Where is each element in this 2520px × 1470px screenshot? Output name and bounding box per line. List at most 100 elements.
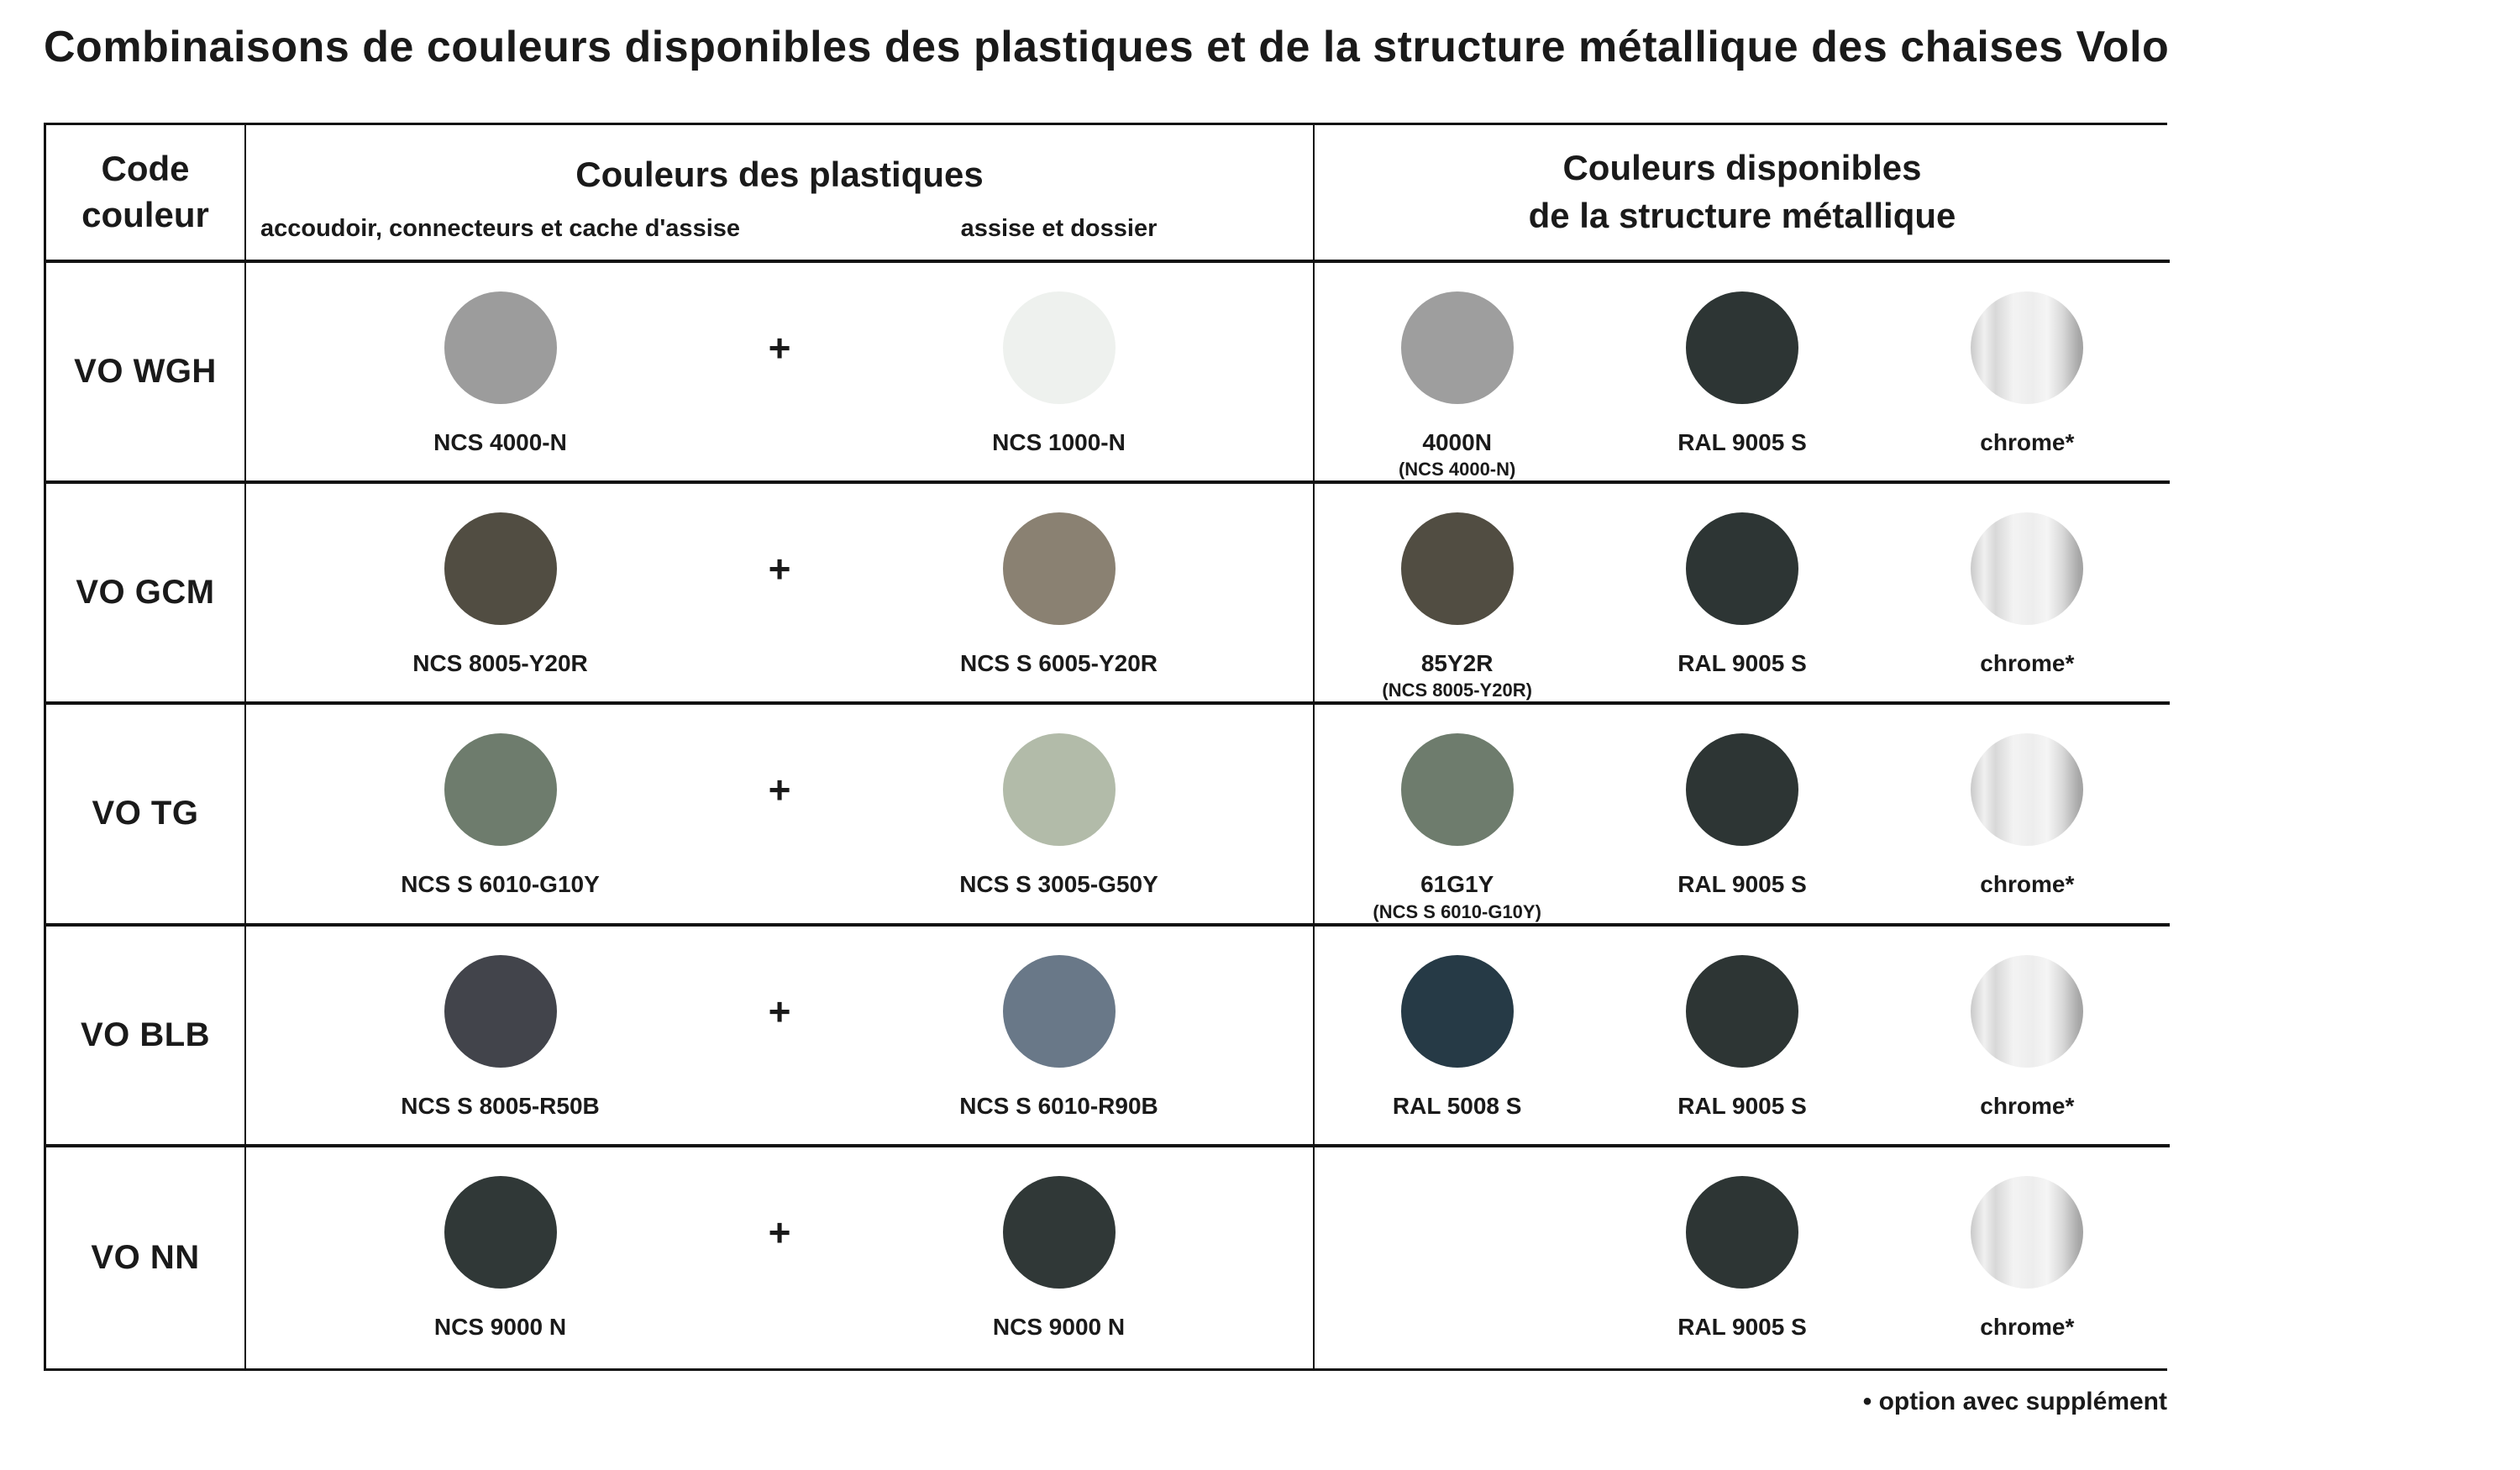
chrome-swatch (1971, 733, 2084, 847)
swatch-label: NCS 4000-N (433, 429, 567, 455)
row-code: VO TG (46, 705, 246, 927)
color-swatch (1002, 1175, 1116, 1289)
metal-slot: 61G1Y (NCS S 6010-G10Y) (1315, 705, 1599, 922)
swatch-label: RAL 9005 S (1677, 429, 1807, 455)
swatch-label: NCS S 6010-R90B (959, 1092, 1158, 1119)
row-plastics: NCS S 6010-G10Y + NCS S 3005-G50Y (246, 705, 1315, 927)
color-swatch (444, 291, 557, 404)
color-swatch (1002, 291, 1116, 404)
swatch-label: RAL 9005 S (1677, 650, 1807, 677)
metal-slot: RAL 9005 S (1599, 927, 1884, 1144)
row-metal: RAL 9005 S chrome* (1315, 1147, 2170, 1368)
color-swatch (1685, 733, 1798, 847)
swatch-label: 4000N (1422, 429, 1492, 455)
plastic-swatch-2: NCS 9000 N (805, 1147, 1313, 1368)
row-code: VO GCM (46, 484, 246, 706)
plus-sign: + (768, 1210, 791, 1254)
swatch-label: 61G1Y (1420, 871, 1494, 898)
plus-sign: + (768, 768, 791, 812)
swatch-label: chrome* (1980, 1313, 2075, 1340)
metal-slot: RAL 9005 S (1599, 1147, 1884, 1368)
plastic-swatch-1: NCS S 8005-R50B (246, 927, 754, 1144)
color-swatch (1002, 954, 1116, 1068)
footnote-option-supplement: • option avec supplément (1862, 1388, 2167, 1415)
swatch-label: NCS S 6010-G10Y (401, 871, 600, 898)
swatch-label: NCS 9000 N (433, 1313, 567, 1340)
swatch-label: NCS 9000 N (992, 1313, 1126, 1340)
metal-slot: RAL 9005 S (1599, 705, 1884, 922)
swatch-label: RAL 9005 S (1677, 1313, 1807, 1340)
header-metal-structure: Couleurs disponibles de la structure mét… (1315, 125, 2170, 263)
swatch-label: chrome* (1980, 429, 2075, 455)
row-code: VO NN (46, 1147, 246, 1368)
plastic-swatch-1: NCS 8005-Y20R (246, 484, 754, 701)
row-plastics: NCS 8005-Y20R + NCS S 6005-Y20R (246, 484, 1315, 706)
row-plastics: NCS 9000 N + NCS 9000 N (246, 1147, 1315, 1368)
swatch-label: NCS 8005-Y20R (412, 650, 588, 677)
header-code-couleur: Code couleur (46, 125, 246, 263)
color-swatch (444, 1175, 557, 1289)
subheader-spacer (754, 215, 805, 243)
row-code: VO BLB (46, 926, 246, 1147)
color-swatch (1400, 291, 1514, 404)
metal-slot: RAL 5008 S (1315, 927, 1599, 1144)
plastic-swatch-2: NCS S 6005-Y20R (805, 484, 1313, 701)
color-swatch (444, 733, 557, 847)
swatch-label: RAL 9005 S (1677, 1092, 1807, 1119)
header-plastics: Couleurs des plastiques accoudoir, conne… (246, 125, 1315, 263)
row-code: VO WGH (46, 263, 246, 485)
chrome-swatch (1971, 291, 2084, 404)
swatch-sublabel: (NCS 4000-N) (1398, 459, 1516, 480)
plastic-swatch-1: NCS 4000-N (246, 263, 754, 480)
swatch-label: RAL 9005 S (1677, 871, 1807, 898)
plastic-swatch-2: NCS S 6010-R90B (805, 927, 1313, 1144)
swatch-label: NCS S 6005-Y20R (959, 650, 1158, 677)
plus-sign: + (768, 326, 791, 370)
plus-sign: + (768, 547, 791, 591)
swatch-label: RAL 5008 S (1392, 1092, 1522, 1119)
page-title: Combinaisons de couleurs disponibles des… (44, 23, 2170, 71)
metal-slot: chrome* (1885, 1147, 2170, 1368)
metal-slot: chrome* (1885, 705, 2170, 922)
color-combination-table: Code couleur Couleurs des plastiques acc… (44, 123, 2170, 1371)
metal-slot: chrome* (1885, 263, 2170, 480)
subheader-armrest-connectors: accoudoir, connecteurs et cache d'assise (260, 215, 741, 242)
color-swatch (1400, 954, 1514, 1068)
swatch-label: NCS S 3005-G50Y (959, 871, 1158, 898)
swatch-label: chrome* (1980, 650, 2075, 677)
metal-slot: RAL 9005 S (1599, 484, 1884, 701)
subheader-seat-back: assise et dossier (960, 215, 1158, 242)
color-swatch (1685, 512, 1798, 626)
swatch-label: 85Y2R (1420, 650, 1494, 677)
color-swatch (1685, 291, 1798, 404)
metal-slot: chrome* (1885, 927, 2170, 1144)
header-plastics-title: Couleurs des plastiques (575, 154, 984, 194)
plastic-swatch-2: NCS S 3005-G50Y (805, 705, 1313, 922)
swatch-label: chrome* (1980, 1092, 2075, 1119)
header-plastics-subheaders: accoudoir, connecteurs et cache d'assise… (246, 215, 1313, 260)
metal-slot: 85Y2R (NCS 8005-Y20R) (1315, 484, 1599, 701)
swatch-label: NCS 1000-N (992, 429, 1126, 455)
swatch-label: NCS S 8005-R50B (401, 1092, 600, 1119)
plastic-swatch-2: NCS 1000-N (805, 263, 1313, 480)
swatch-sublabel: (NCS S 6010-G10Y) (1373, 900, 1541, 922)
color-swatch (1400, 512, 1514, 626)
row-metal: 85Y2R (NCS 8005-Y20R) RAL 9005 S chrome* (1315, 484, 2170, 706)
plastic-swatch-1: NCS 9000 N (246, 1147, 754, 1368)
row-plastics: NCS 4000-N + NCS 1000-N (246, 263, 1315, 485)
swatch-label: chrome* (1980, 871, 2075, 898)
color-swatch (1685, 954, 1798, 1068)
color-swatch (444, 512, 557, 626)
color-swatch (444, 954, 557, 1068)
swatch-sublabel: (NCS 8005-Y20R) (1382, 680, 1532, 701)
metal-slot: RAL 9005 S (1599, 263, 1884, 480)
color-swatch (1002, 512, 1116, 626)
row-metal: RAL 5008 S RAL 9005 S chrome* (1315, 926, 2170, 1147)
row-metal: 4000N (NCS 4000-N) RAL 9005 S chrome* (1315, 263, 2170, 485)
plastic-swatch-1: NCS S 6010-G10Y (246, 705, 754, 922)
plus-sign: + (768, 989, 791, 1033)
metal-slot: chrome* (1885, 484, 2170, 701)
row-plastics: NCS S 8005-R50B + NCS S 6010-R90B (246, 926, 1315, 1147)
color-swatch (1400, 733, 1514, 847)
color-swatch (1685, 1175, 1798, 1289)
